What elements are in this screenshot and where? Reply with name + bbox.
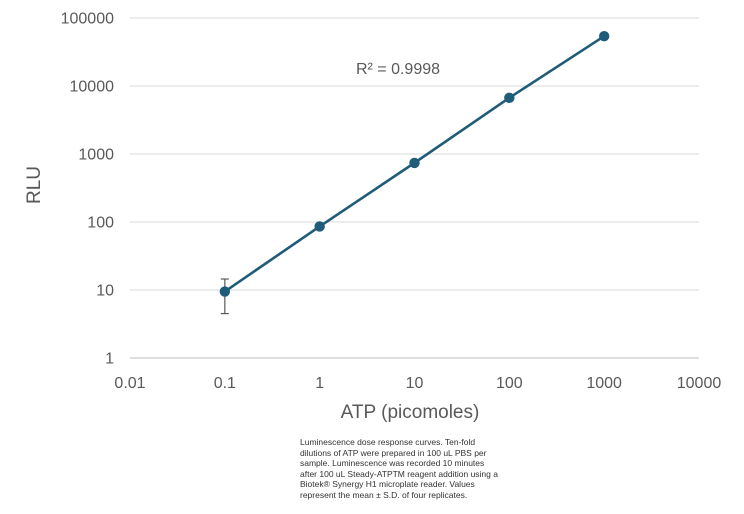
data-point [314,221,325,232]
y-tick-label: 100000 [61,11,114,28]
series-atp [219,30,610,315]
x-tick-label: 1 [315,375,324,392]
y-tick-label: 10000 [70,79,115,96]
x-axis-title: ATP (picomoles) [341,402,480,423]
x-tick-labels: 0.01 0.1 1 10 100 1000 10000 [114,375,721,392]
gridlines [130,17,699,291]
data-point [598,30,610,42]
data-point [409,157,420,169]
x-tick-label: 10000 [677,375,722,392]
x-tick-label: 0.1 [214,375,236,392]
y-axis-title: RLU [24,166,45,204]
x-tick-label: 0.01 [114,375,145,392]
r-squared-annotation: R² = 0.9998 [356,61,440,78]
y-tick-label: 1000 [78,147,114,164]
x-tick-label: 1000 [586,375,622,392]
y-tick-label: 100 [87,215,114,232]
y-tick-label: 10 [96,283,114,300]
x-tick-label: 10 [406,375,424,392]
data-point [219,286,231,297]
figure-caption: Luminescence dose response curves. Ten-f… [300,437,498,500]
y-tick-labels: 1 10 100 1000 10000 100000 [61,11,114,368]
data-point [504,92,515,104]
y-tick-label: 1 [105,351,114,368]
x-tick-label: 100 [496,375,523,392]
